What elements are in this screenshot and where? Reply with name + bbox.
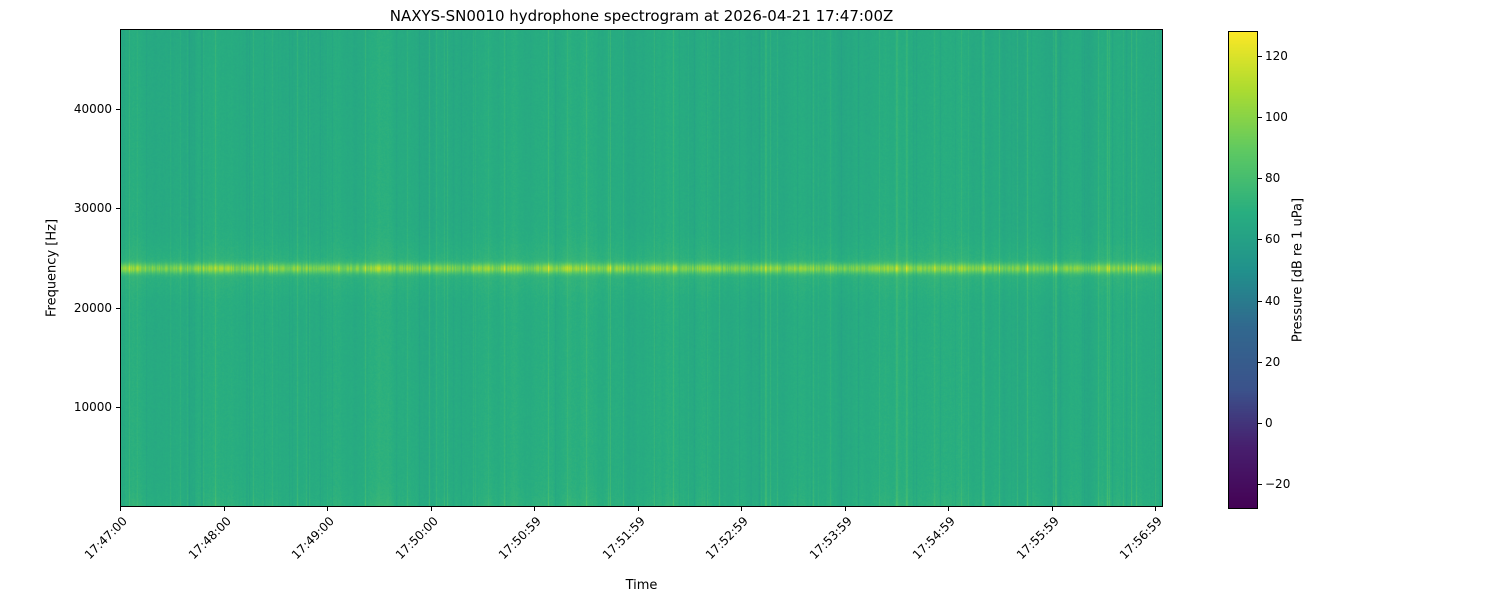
x-tick-label: 17:48:00 — [185, 514, 234, 563]
x-tick-mark — [637, 507, 639, 511]
colorbar-tick-label: −20 — [1265, 477, 1291, 492]
colorbar-tick-label: 0 — [1265, 416, 1273, 431]
x-tick-mark — [430, 507, 432, 511]
colorbar-tick-mark — [1258, 55, 1262, 57]
colorbar-tick-label: 100 — [1265, 109, 1288, 124]
x-axis-label: Time — [625, 578, 658, 593]
x-tick-label: 17:56:59 — [1116, 514, 1165, 563]
y-tick-mark — [116, 407, 120, 409]
x-tick-label: 17:53:59 — [806, 514, 855, 563]
x-tick-label: 17:49:00 — [288, 514, 337, 563]
chart-title: NAXYS-SN0010 hydrophone spectrogram at 2… — [389, 7, 894, 25]
x-tick-label: 17:54:59 — [909, 514, 958, 563]
y-tick-label: 40000 — [73, 101, 112, 116]
x-tick-label: 17:52:59 — [702, 514, 751, 563]
y-tick-mark — [116, 208, 120, 210]
x-tick-mark — [223, 507, 225, 511]
x-tick-mark — [844, 507, 846, 511]
colorbar-tick-mark — [1258, 178, 1262, 180]
y-tick-mark — [116, 108, 120, 110]
spectrogram-canvas — [120, 29, 1163, 507]
colorbar-tick-mark — [1258, 116, 1262, 118]
colorbar-tick-mark — [1258, 239, 1262, 241]
x-tick-label: 17:51:59 — [599, 514, 648, 563]
colorbar-tick-label: 60 — [1265, 232, 1281, 247]
x-tick-mark — [1051, 507, 1053, 511]
colorbar-tick-label: 120 — [1265, 48, 1288, 63]
x-tick-label: 17:50:59 — [495, 514, 544, 563]
y-tick-label: 20000 — [73, 300, 112, 315]
colorbar-tick-mark — [1258, 423, 1262, 425]
y-tick-label: 10000 — [73, 400, 112, 415]
x-tick-label: 17:50:00 — [392, 514, 441, 563]
x-tick-mark — [120, 507, 121, 511]
x-tick-label: 17:55:59 — [1013, 514, 1062, 563]
x-tick-label: 17:47:00 — [81, 514, 130, 563]
x-tick-mark — [1155, 507, 1156, 511]
colorbar-tick-mark — [1258, 300, 1262, 302]
y-tick-mark — [116, 307, 120, 309]
colorbar-tick-mark — [1258, 484, 1262, 486]
x-tick-mark — [534, 507, 535, 511]
x-tick-mark — [741, 507, 742, 511]
colorbar-tick-label: 20 — [1265, 354, 1281, 369]
colorbar-tick-mark — [1258, 361, 1262, 363]
colorbar-tick-label: 40 — [1265, 293, 1281, 308]
x-tick-mark — [327, 507, 328, 511]
colorbar-tick-label: 80 — [1265, 171, 1281, 186]
y-tick-label: 30000 — [73, 201, 112, 216]
x-tick-mark — [948, 507, 949, 511]
colorbar-canvas — [1228, 31, 1258, 509]
